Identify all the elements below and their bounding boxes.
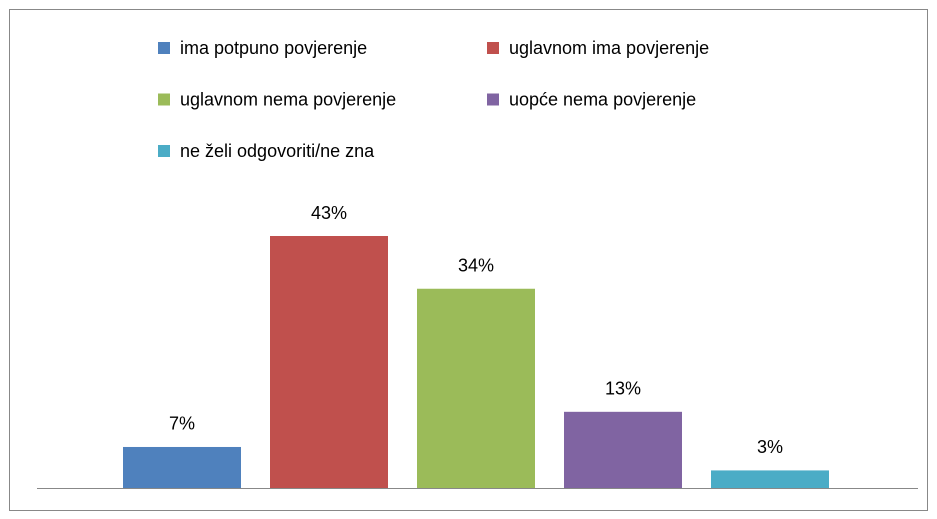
legend-label: uopće nema povjerenje bbox=[509, 89, 696, 109]
legend-swatch bbox=[487, 93, 499, 106]
legend-swatch bbox=[487, 42, 499, 54]
legend-swatch bbox=[158, 42, 170, 54]
legend-swatch bbox=[158, 93, 170, 106]
value-label: 13% bbox=[605, 379, 641, 399]
bar bbox=[564, 411, 682, 488]
value-label: 7% bbox=[169, 414, 195, 434]
bar bbox=[711, 470, 829, 488]
legend-label: uglavnom nema povjerenje bbox=[180, 89, 396, 109]
bar bbox=[417, 288, 535, 488]
bar bbox=[270, 236, 388, 488]
legend-swatch bbox=[158, 145, 170, 157]
value-label: 34% bbox=[458, 255, 494, 275]
legend-label: uglavnom ima povjerenje bbox=[509, 38, 709, 58]
legend-label: ne želi odgovoriti/ne zna bbox=[180, 141, 375, 161]
value-label: 3% bbox=[757, 437, 783, 457]
legend-label: ima potpuno povjerenje bbox=[180, 38, 367, 58]
value-label: 43% bbox=[311, 203, 347, 223]
bar bbox=[123, 446, 241, 488]
